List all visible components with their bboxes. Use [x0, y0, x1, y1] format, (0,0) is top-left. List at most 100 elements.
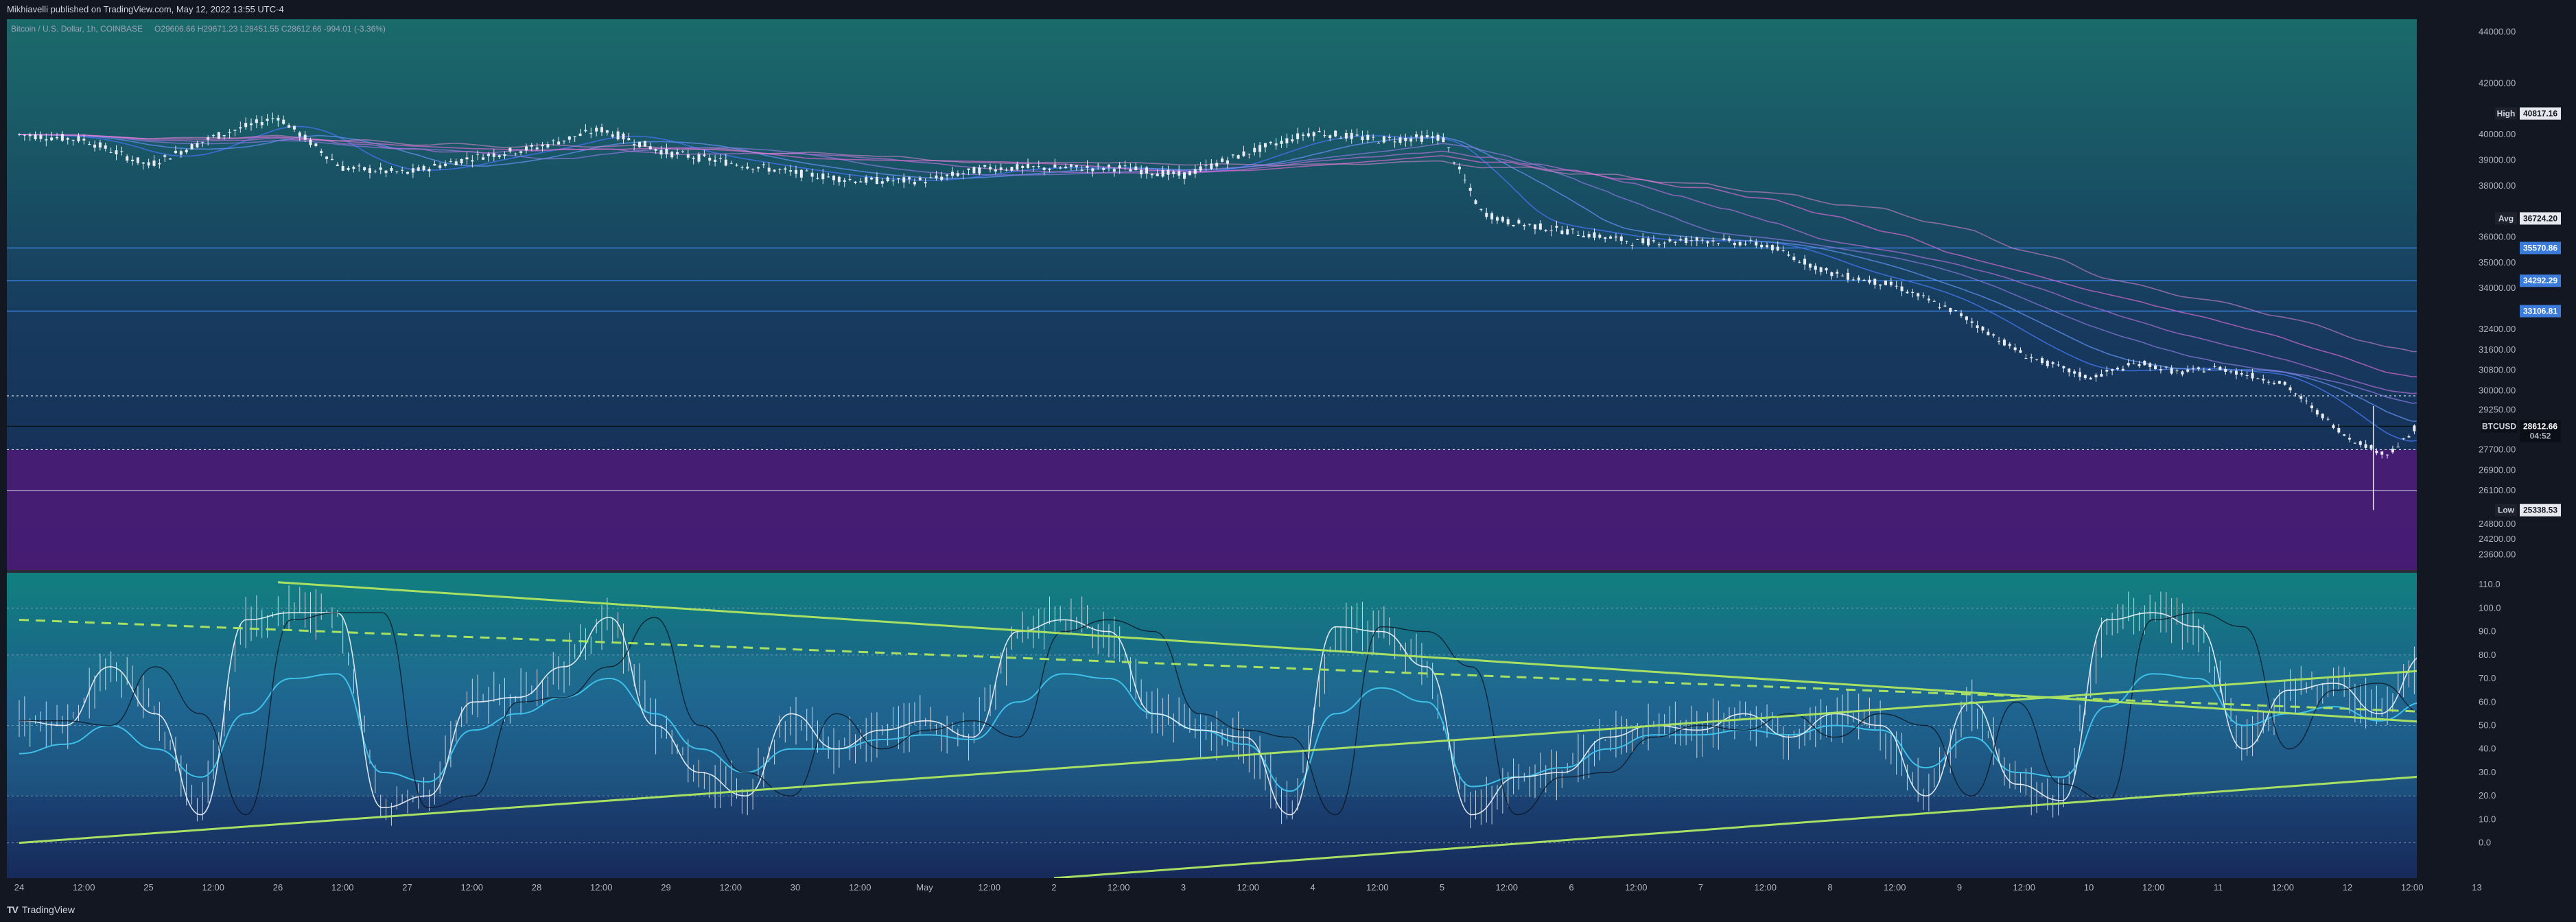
candle-body [1766, 245, 1769, 248]
candle-body [1582, 235, 1585, 237]
time-tick-label: 8 [1827, 882, 1832, 893]
candle-body [115, 150, 118, 154]
candle-body [2245, 375, 2249, 377]
chart-canvas[interactable]: 44000.00 42000.00 40000.00 39000.00 38000.00… [0, 19, 2576, 900]
candle-body [1932, 300, 1936, 302]
ohlc-legend: O29606.66 H29671.23 L28451.55 C28612.66 … [154, 24, 386, 34]
candle-body [1949, 307, 1952, 312]
candle-body [2229, 371, 2233, 373]
high-tag-value: 40817.16 [2523, 109, 2557, 119]
candle-body [648, 146, 652, 150]
candle-body [2051, 362, 2054, 364]
candle-body [1647, 238, 1650, 246]
candle-body [1668, 239, 1672, 241]
candle-body [2192, 368, 2195, 369]
candle-body [1706, 241, 1709, 244]
time-tick-label: 28 [532, 882, 541, 893]
candle-body [2175, 370, 2179, 372]
candle-body [773, 169, 776, 172]
candle-body [848, 178, 852, 180]
time-tick-label: 12:00 [331, 882, 354, 893]
candle-body [902, 177, 906, 182]
level3-tag-value-box [2520, 305, 2561, 318]
candle-body [250, 123, 253, 126]
candle-body [190, 143, 194, 150]
osc-lagged-line [19, 612, 2417, 816]
ribbon-line-1 [19, 126, 2417, 442]
price-tick-label: 34000.00 [2479, 283, 2516, 293]
candle-body [1328, 135, 1332, 139]
candle-body [2040, 357, 2044, 364]
time-tick-label: 12:00 [849, 882, 871, 893]
candle-body [1059, 167, 1062, 169]
candle-body [913, 182, 916, 185]
candle-body [1237, 155, 1240, 159]
candle-body [1193, 169, 1197, 174]
time-tick-label: 12:00 [460, 882, 483, 893]
time-tick-label: 12:00 [978, 882, 1000, 893]
candle-body [1873, 279, 1877, 285]
time-tick-label: 26 [273, 882, 283, 893]
candle-body [1501, 217, 1504, 222]
candle-body [1409, 138, 1413, 142]
candle-body [1457, 166, 1461, 169]
candle-body [217, 132, 220, 139]
candle-body [1344, 132, 1348, 139]
candles [18, 113, 2416, 510]
avg-tag-label: Avg [2498, 213, 2514, 223]
osc-slow-line [19, 673, 2417, 792]
candle-body [1965, 316, 1968, 320]
osc-tick-label: 80.0 [2479, 650, 2496, 660]
time-tick-label: 30 [791, 882, 800, 893]
candle-body [2386, 454, 2389, 456]
candle-body [82, 139, 86, 141]
candle-body [60, 134, 64, 141]
high-tag-label-box [2495, 107, 2517, 120]
candle-body [1917, 293, 1920, 297]
candle-body [1398, 137, 1402, 143]
ribbon-line-2 [19, 134, 2417, 422]
candle-body [2019, 350, 2022, 353]
candle-body [2337, 428, 2341, 433]
candle-body [2288, 387, 2292, 390]
trendline-3 [19, 618, 2417, 713]
candle-body [1021, 166, 1024, 168]
candle-body [767, 167, 771, 172]
candle-body [659, 150, 663, 155]
ribbon-line-5 [19, 134, 2417, 378]
time-tick-label: 12:00 [2271, 882, 2294, 893]
candle-body [557, 141, 561, 145]
candle-body [2083, 375, 2087, 379]
candle-body [2256, 378, 2260, 379]
countdown-value: 04:52 [2530, 431, 2551, 440]
candle-body [519, 151, 523, 153]
candle-body [1657, 244, 1661, 246]
candle-body [1538, 223, 1542, 230]
symbol-tag-box [2481, 420, 2517, 433]
candle-body [967, 168, 970, 170]
time-tick-label: 25 [143, 882, 153, 893]
candle-body [2369, 445, 2373, 449]
candle-body [714, 159, 717, 162]
osc-tick-label: 50.0 [2479, 720, 2496, 731]
candle-body [1604, 237, 1607, 239]
candle-body [222, 135, 226, 137]
time-tick-label: 2 [1051, 882, 1056, 893]
candle-body [1075, 165, 1078, 167]
candle-body [2024, 358, 2028, 359]
candle-body [1566, 229, 1569, 235]
candle-body [1598, 235, 1602, 238]
candle-body [23, 134, 26, 136]
candle-body [697, 154, 701, 162]
trendline-1 [19, 670, 2417, 844]
candle-body [1064, 166, 1068, 168]
candle-body [1938, 307, 1941, 309]
candle-body [1150, 174, 1154, 176]
candle-body [999, 167, 1003, 170]
candle-body [1770, 245, 1774, 250]
candle-body [492, 153, 495, 157]
footer: TV TradingView [0, 900, 2576, 922]
osc-tick-label: 90.0 [2479, 626, 2496, 637]
candle-body [228, 132, 231, 133]
candle-body [1738, 241, 1742, 246]
